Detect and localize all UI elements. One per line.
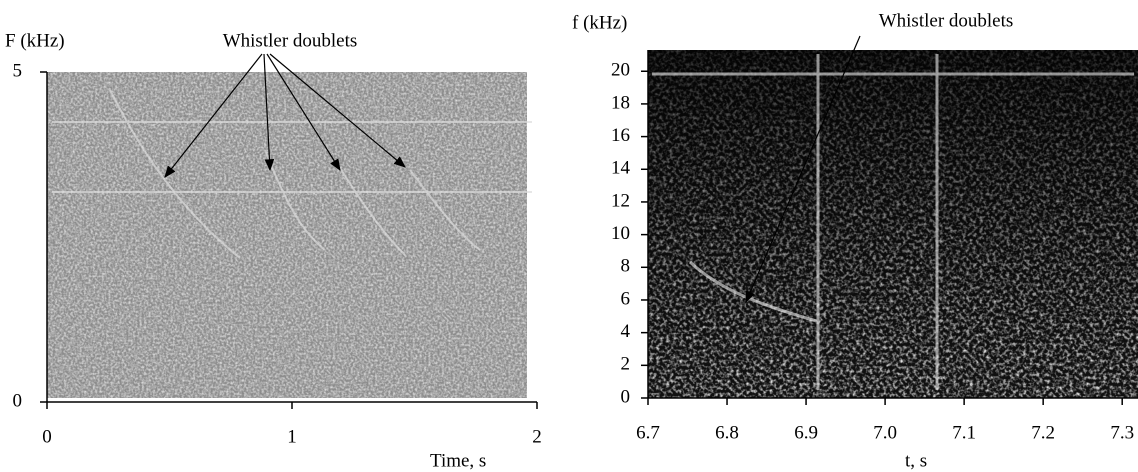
x-tick-label: 6.8 [715, 422, 739, 443]
x-tick-label: 6.9 [794, 422, 818, 443]
y-axis-label: F (kHz) [5, 30, 65, 51]
x-tick-label: 7.3 [1110, 422, 1134, 443]
y-tick-label: 8 [621, 256, 631, 277]
y-tick-label: 6 [621, 288, 631, 309]
decorations [52, 35, 1134, 390]
spectrogram-noise [47, 72, 527, 398]
annotation: Whistler doublets [223, 30, 358, 51]
x-tick-label: 7.2 [1031, 422, 1055, 443]
y-tick-label: 0 [13, 390, 23, 411]
y-tick-label: 4 [621, 321, 631, 342]
spectrogram-fade [648, 50, 1138, 398]
y-axis-label: f (kHz) [572, 12, 627, 33]
y-tick-label: 0 [621, 386, 631, 407]
y-tick-label: 10 [611, 223, 630, 244]
y-tick-label: 5 [13, 60, 23, 81]
x-tick-label: 6.7 [636, 422, 660, 443]
y-tick-label: 2 [621, 354, 631, 375]
x-axis-label: t, s [905, 450, 927, 471]
x-tick-label: 7.0 [873, 422, 897, 443]
y-tick-label: 16 [611, 125, 630, 146]
y-tick-label: 14 [611, 158, 631, 179]
annotation: Whistler doublets [879, 10, 1014, 31]
y-tick-label: 20 [611, 60, 630, 81]
x-tick-label: 1 [287, 426, 297, 447]
y-tick-label: 12 [611, 190, 630, 211]
x-tick-label: 7.1 [952, 422, 976, 443]
y-tick-label: 18 [611, 92, 630, 113]
x-tick-label: 0 [42, 426, 52, 447]
x-tick-label: 2 [532, 426, 542, 447]
x-axis-label: Time, s [430, 450, 486, 471]
